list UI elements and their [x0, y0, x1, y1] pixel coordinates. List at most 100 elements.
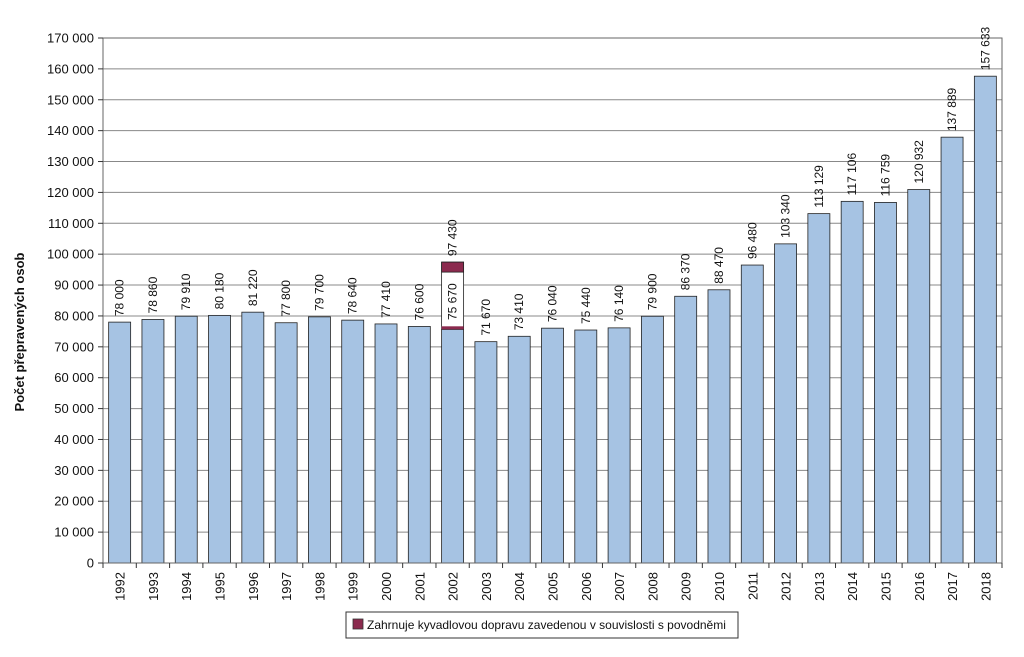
x-tick-label-2003: 2003	[479, 572, 494, 601]
data-label-2018: 157 633	[978, 26, 992, 70]
bar-2012	[774, 243, 797, 564]
x-tick-label-2016: 2016	[912, 572, 927, 601]
y-tick-label: 100 000	[47, 247, 94, 262]
data-label-1997: 77 800	[279, 280, 293, 317]
y-tick-label: 20 000	[54, 494, 94, 509]
y-tick-label: 10 000	[54, 525, 94, 540]
data-label-2003: 71 670	[479, 299, 493, 336]
data-label-2000: 77 410	[379, 281, 393, 318]
y-tick-label: 170 000	[47, 31, 94, 46]
y-tick-label: 90 000	[54, 278, 94, 293]
data-label-2010: 88 470	[712, 247, 726, 284]
bar-2016	[907, 189, 931, 564]
data-label-2001: 76 600	[412, 283, 426, 320]
bar-1996	[241, 311, 265, 564]
bar-1994	[174, 315, 198, 564]
bar-2006	[574, 329, 598, 564]
x-tick-label-1996: 1996	[246, 572, 261, 601]
data-label-2009: 86 370	[679, 253, 693, 290]
bar-2005	[541, 327, 564, 564]
y-tick-label: 140 000	[47, 123, 94, 138]
data-label-total-2002: 97 430	[446, 219, 460, 256]
bar-2002	[441, 328, 465, 564]
data-label-1994: 79 910	[179, 273, 193, 310]
bar-2003	[474, 341, 498, 564]
legend-label-flood-shuttle: Zahrnuje kyvadlovou dopravu zavedenou v …	[367, 618, 726, 632]
x-tick-label-2002: 2002	[446, 572, 461, 601]
y-tick-label: 130 000	[47, 154, 94, 169]
data-label-2008: 79 900	[645, 273, 659, 310]
legend-swatch-flood-shuttle	[352, 618, 364, 630]
data-label-2015: 116 759	[878, 154, 892, 197]
bar-2017	[940, 136, 964, 564]
x-tick-label-1994: 1994	[179, 572, 194, 601]
y-tick-label: 70 000	[54, 339, 94, 354]
x-tick-label-1997: 1997	[279, 572, 294, 601]
y-axis-label: Počet přepravených osob	[12, 252, 27, 411]
bar-2008	[640, 315, 664, 564]
data-label-2012: 103 340	[779, 194, 793, 238]
x-tick-label-2011: 2011	[745, 572, 760, 600]
data-label-1995: 80 180	[213, 272, 227, 309]
bars	[108, 75, 997, 564]
x-tick-label-2010: 2010	[712, 572, 727, 601]
x-tick-labels: 1992 1993 1994 1995 1996 1997 1998 1999 2000 2001…	[113, 572, 994, 601]
bar-1992	[108, 321, 132, 564]
bar-2004	[507, 335, 531, 564]
y-tick-label: 60 000	[54, 370, 94, 385]
x-tick-label-2005: 2005	[546, 572, 561, 601]
legend-frame	[345, 611, 739, 639]
bar-2010	[707, 289, 731, 564]
data-label-1996: 81 220	[246, 269, 260, 306]
x-tick-label-2009: 2009	[679, 572, 694, 601]
data-label-2004: 73 410	[512, 293, 526, 330]
bar-2015	[874, 202, 897, 564]
y-tick-label: 80 000	[54, 308, 94, 323]
x-tick-label-1992: 1992	[113, 572, 128, 601]
data-label-1993: 78 860	[146, 276, 160, 313]
data-label-2011: 96 480	[745, 222, 759, 259]
plot-frame	[102, 37, 1003, 564]
x-tick-label-1993: 1993	[146, 572, 161, 601]
x-tick-label-2015: 2015	[878, 572, 893, 601]
data-label-2002: 75 670	[446, 283, 460, 320]
bar-2001	[407, 326, 431, 564]
x-tick-label-2007: 2007	[612, 572, 627, 601]
bar-2000	[374, 323, 398, 564]
bar-1999	[341, 319, 365, 564]
y-tick-label: 110 000	[48, 216, 94, 231]
x-tick-label-2001: 2001	[412, 572, 427, 601]
x-tick-label-2012: 2012	[779, 572, 794, 601]
data-label-2007: 76 140	[612, 285, 626, 322]
bar-2007	[607, 327, 631, 564]
x-tick-label-2006: 2006	[579, 572, 594, 601]
bar-1998	[308, 316, 331, 564]
y-tick-label: 160 000	[47, 61, 94, 76]
data-label-2016: 120 932	[912, 140, 926, 184]
x-tick-label-2000: 2000	[379, 572, 394, 601]
legend: Zahrnuje kyvadlovou dopravu zavedenou v …	[345, 611, 739, 639]
x-tick-label-1995: 1995	[213, 572, 228, 601]
x-tick-label-1999: 1999	[346, 572, 361, 601]
data-label-2017: 137 889	[945, 87, 959, 131]
y-tick-label: 0	[87, 556, 94, 571]
data-labels: 78 000 78 860 79 910 80 180 81 220 77 800 79 7…	[113, 26, 993, 335]
y-tick-label: 50 000	[54, 401, 94, 416]
y-tick-label: 40 000	[54, 432, 94, 447]
x-tick-label-2014: 2014	[845, 572, 860, 601]
x-tick-label-2013: 2013	[812, 572, 827, 601]
bar-2009	[674, 295, 698, 564]
data-label-1999: 78 640	[346, 277, 360, 314]
data-label-2013: 113 129	[812, 165, 826, 208]
x-tick-label-2008: 2008	[645, 572, 660, 601]
bar-extra-cap-2002	[441, 261, 465, 273]
bar-1997	[274, 322, 298, 564]
y-tick-label: 30 000	[54, 463, 94, 478]
x-tick-label-2004: 2004	[512, 572, 527, 601]
y-tick-label: 150 000	[47, 92, 94, 107]
x-tick-label-1998: 1998	[312, 572, 327, 601]
bar-extra-sliver-2002	[441, 326, 464, 330]
axes	[98, 37, 1003, 568]
bar-1993	[141, 319, 165, 564]
